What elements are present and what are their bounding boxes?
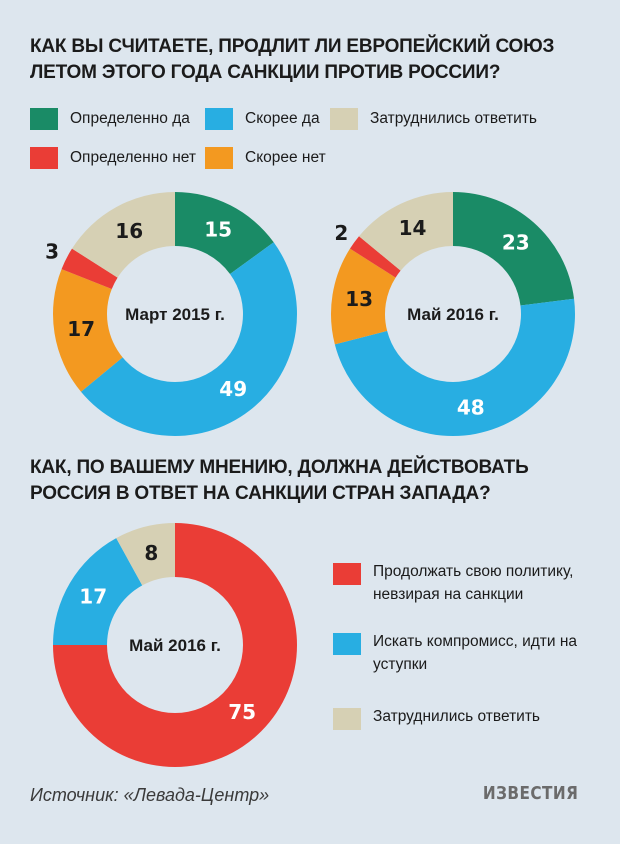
question-1-title: КАК ВЫ СЧИТАЕТЕ, ПРОДЛИТ ЛИ ЕВРОПЕЙСКИЙ … (30, 36, 555, 83)
slice-определенно-да (453, 192, 575, 306)
slice-скорее-да (80, 242, 297, 436)
legend-item-compromise: Искать компромисс, идти на уступки (333, 630, 583, 676)
donut-center-title: Май 2016 г. (407, 305, 499, 324)
donut-center-title: Май 2016 г. (129, 636, 221, 655)
legend-item-hard-to-say: Затруднились ответить (333, 705, 583, 730)
slice-определенно-нет (61, 248, 118, 289)
data-label-продолжать-свою-политику-невзирая-на-санкции: 75 (228, 700, 256, 724)
legend-item-definitely-no: Определенно нет (30, 147, 196, 169)
data-label-искать-компромисс-идти-на-уступки: 17 (79, 585, 107, 609)
data-label-скорее-нет: 13 (345, 287, 373, 311)
source-note: Источник: «Левада-Центр» (30, 785, 270, 805)
data-label-определенно-да: 23 (502, 231, 530, 255)
slice-скорее-нет (53, 269, 123, 392)
legend-swatch (330, 108, 358, 130)
legend-swatch (333, 708, 361, 730)
slice-скорее-да (334, 298, 575, 436)
slice-определенно-нет (349, 236, 401, 278)
slice-искать-компромисс-идти-на-уступки (53, 538, 143, 645)
data-label-затруднились-ответить: 16 (115, 219, 143, 243)
legend-label: Затруднились ответить (373, 708, 540, 725)
slice-затруднились-ответить (71, 191, 175, 278)
legend-item-continue-policy: Продолжать свою политику, невзирая на са… (333, 560, 583, 606)
legend-label: Продолжать свою политику, невзирая на са… (373, 563, 574, 603)
legend-item-hard-to-say: Затруднились ответить (330, 108, 537, 130)
legend-label: Скорее да (245, 110, 320, 127)
donut-chart-3: 75 17 8 Май 2016 г. (53, 523, 297, 767)
legend-swatch (333, 563, 361, 585)
legend-item-rather-yes: Скорее да (205, 108, 320, 130)
publisher-logo: ИЗВЕСТИЯ (482, 783, 578, 804)
data-label-определенно-нет: 2 (334, 221, 348, 245)
data-label-определенно-да: 15 (204, 217, 232, 241)
legend-top: Определенно да Скорее да Затруднились от… (30, 108, 590, 178)
slice-продолжать-свою-политику-невзирая-на-санкции (53, 523, 297, 767)
legend-swatch (333, 633, 361, 655)
data-label-определенно-нет: 3 (45, 239, 59, 263)
legend-label: Скорее нет (245, 149, 326, 166)
legend-label: Искать компромисс, идти на уступки (373, 633, 578, 673)
slice-скорее-нет (331, 248, 396, 345)
slice-затруднились-ответить (358, 192, 453, 271)
legend-item-definitely-yes: Определенно да (30, 108, 190, 130)
donut-chart-1: 15 49 17 3 16 Март 2015 г. (45, 191, 297, 436)
donut-center-title: Март 2015 г. (125, 305, 225, 324)
data-label-скорее-да: 48 (457, 395, 485, 419)
data-label-затруднились-ответить: 14 (399, 216, 427, 240)
legend-item-rather-no: Скорее нет (205, 147, 326, 169)
donut-chart-2: 23 48 13 2 14 Май 2016 г. (331, 192, 575, 436)
slice-определенно-да (175, 192, 274, 275)
legend-label: Затруднились ответить (370, 110, 537, 127)
legend-swatch (30, 108, 58, 130)
data-label-скорее-нет: 17 (67, 317, 95, 341)
legend-swatch (30, 147, 58, 169)
legend-swatch (205, 108, 233, 130)
data-label-затруднились-ответить: 8 (144, 541, 158, 565)
legend-swatch (205, 147, 233, 169)
legend-label: Определенно да (70, 110, 190, 127)
legend-label: Определенно нет (70, 149, 196, 166)
question-2-title: КАК, ПО ВАШЕМУ МНЕНИЮ, ДОЛЖНА ДЕЙСТВОВАТ… (30, 457, 529, 504)
slice-затруднились-ответить (116, 523, 175, 586)
data-label-скорее-да: 49 (219, 377, 247, 401)
